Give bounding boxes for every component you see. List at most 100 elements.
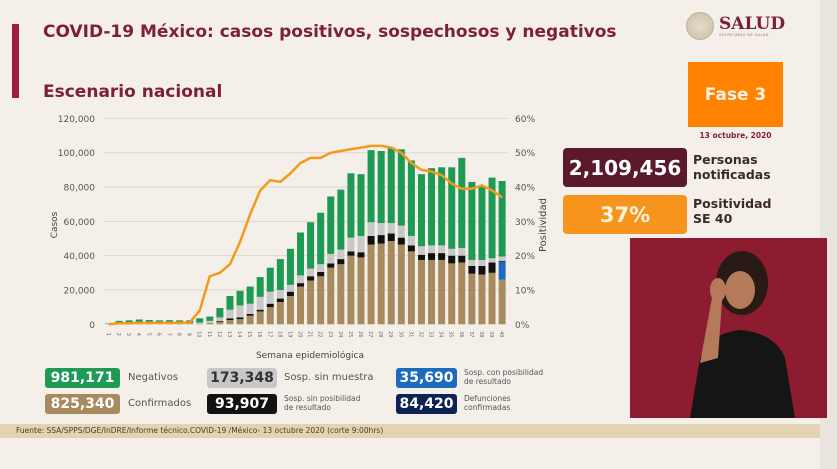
notified-label-2: notificadas [693, 167, 771, 182]
positivity-point-week-17 [269, 179, 271, 181]
bar-negativos-week-23 [327, 196, 335, 254]
x-tick-label: 23 [327, 331, 333, 337]
bar-sosp_sin_muestra-week-28 [377, 223, 385, 236]
positivity-point-week-26 [360, 146, 362, 149]
x-tick-label: 39 [488, 331, 494, 337]
confirmados-count: 825,340 [45, 394, 120, 414]
bar-sosp_sin_muestra-week-31 [407, 235, 415, 246]
logo-text: SALUD [719, 13, 786, 34]
bar-sosp_sin_muestra-week-30 [397, 225, 405, 238]
bar-sosp_sin_posibilidad-week-31 [407, 245, 415, 252]
bar-sosp_sin_posibilidad-week-21 [307, 276, 315, 281]
source-footer: Fuente: SSA/SPPS/DGE/InDRE/Informe técni… [0, 424, 820, 438]
sosp-con-posibilidad-label: Sosp. con posibilidad de resultado [464, 368, 543, 386]
bar-sosp_sin_muestra-week-25 [347, 237, 355, 252]
x-tick-label: 35 [448, 331, 454, 337]
bar-confirmados-week-12 [216, 321, 224, 325]
sosp-sin-posibilidad-count: 93,907 [207, 394, 277, 414]
bar-sosp_sin_muestra-week-27 [367, 222, 375, 236]
bar-sosp_sin_muestra-week-16 [256, 296, 264, 310]
bar-negativos-week-19 [286, 248, 294, 285]
bar-confirmados-week-23 [327, 267, 335, 325]
confirmados-label: Confirmados [128, 398, 192, 409]
bar-confirmados-week-30 [397, 244, 405, 325]
x-tick-label: 36 [458, 331, 464, 337]
label-line-2: de resultado [464, 377, 511, 386]
bar-sosp_sin_muestra-week-37 [468, 259, 476, 266]
bar-sosp_sin_posibilidad-week-27 [367, 235, 375, 245]
bar-negativos-week-32 [417, 174, 425, 247]
positivity-point-week-9 [189, 321, 191, 324]
bar-sosp_sin_posibilidad-week-28 [377, 235, 385, 244]
bar-negativos-week-17 [266, 267, 274, 292]
positivity-point-week-1 [108, 323, 110, 325]
bar-negativos-week-29 [387, 147, 395, 224]
positivity-point-week-4 [138, 322, 140, 324]
positivity-point-week-33 [430, 170, 433, 173]
bar-sosp_sin_posibilidad-week-17 [266, 303, 274, 308]
bar-confirmados-week-13 [226, 320, 234, 325]
x-tick-label: 4 [135, 333, 141, 336]
x-tick-label: 3 [125, 333, 131, 336]
bar-negativos-week-18 [276, 259, 284, 290]
bar-sosp_sin_muestra-week-40 [498, 256, 506, 261]
x-tick-label: 21 [307, 331, 313, 337]
bar-sosp_sin_posibilidad-week-32 [417, 254, 425, 260]
bar-sosp_sin_posibilidad-week-39 [488, 262, 496, 273]
positivity-point-week-22 [320, 157, 322, 159]
bar-sosp_sin_posibilidad-week-14 [236, 317, 244, 320]
defunciones-label: Defunciones confirmadas [464, 394, 511, 412]
bar-sosp_con_posibilidad-week-40 [498, 261, 506, 280]
x-tick-label: 5 [145, 333, 151, 336]
bar-negativos-week-39 [488, 177, 496, 259]
x-tick-label: 2 [115, 333, 121, 336]
notified-label: Personas notificadas [693, 152, 771, 182]
title-accent-bar [12, 24, 19, 98]
bar-sosp_sin_posibilidad-week-34 [438, 253, 446, 260]
bar-sosp_sin_posibilidad-week-15 [246, 314, 254, 316]
positivity-value: 37% [563, 195, 687, 234]
y2-tick-label: 40% [515, 184, 535, 194]
bar-negativos-week-14 [236, 290, 244, 306]
negativos-count: 981,171 [45, 368, 120, 388]
x-tick-label: 22 [317, 331, 323, 337]
bar-confirmados-week-25 [347, 255, 355, 325]
positivity-point-week-30 [400, 152, 402, 154]
bar-sosp_sin_muestra-week-39 [488, 258, 496, 263]
bar-confirmados-week-11 [206, 322, 214, 325]
bar-negativos-week-34 [438, 167, 446, 246]
bar-negativos-week-16 [256, 277, 264, 297]
bar-confirmados-week-24 [337, 264, 345, 325]
x-tick-label: 38 [478, 331, 484, 337]
bar-sosp_sin_muestra-week-21 [307, 268, 315, 277]
x-tick-label: 1 [105, 333, 111, 336]
bar-confirmados-week-17 [266, 307, 274, 325]
bar-sosp_sin_posibilidad-week-23 [327, 263, 335, 268]
positivity-label-1: Positividad [693, 196, 772, 211]
bar-confirmados-week-15 [246, 315, 254, 325]
bar-negativos-week-33 [428, 168, 436, 246]
bar-negativos-week-24 [337, 189, 345, 250]
bar-sosp_sin_muestra-week-26 [357, 235, 365, 253]
sosp-con-posibilidad-count: 35,690 [396, 368, 457, 388]
bar-negativos-week-30 [397, 149, 405, 226]
label-line-1: Sosp. sin posibilidad [284, 394, 361, 403]
x-tick-label: 18 [276, 331, 282, 337]
bar-sosp_sin_posibilidad-week-26 [357, 252, 365, 258]
bar-negativos-week-31 [407, 160, 415, 236]
bar-sosp_sin_muestra-week-33 [428, 245, 436, 254]
bar-negativos-week-10 [196, 318, 204, 323]
y2-axis-label: Positividad [538, 198, 549, 252]
salud-logo: SALUD SECRETARÍA DE SALUD [686, 12, 785, 40]
y-tick-label: 60,000 [64, 218, 96, 228]
bar-confirmados-week-21 [307, 280, 315, 325]
bar-sosp_sin_posibilidad-week-25 [347, 251, 355, 256]
positivity-label-2: SE 40 [693, 211, 733, 226]
phase-badge: Fase 3 [688, 62, 783, 127]
positivity-point-week-27 [370, 145, 372, 147]
bar-sosp_sin_posibilidad-week-35 [448, 255, 456, 264]
x-tick-label: 25 [347, 331, 353, 337]
x-tick-label: 28 [377, 331, 383, 337]
y-tick-label: 40,000 [64, 252, 96, 262]
positivity-point-week-36 [461, 188, 463, 190]
